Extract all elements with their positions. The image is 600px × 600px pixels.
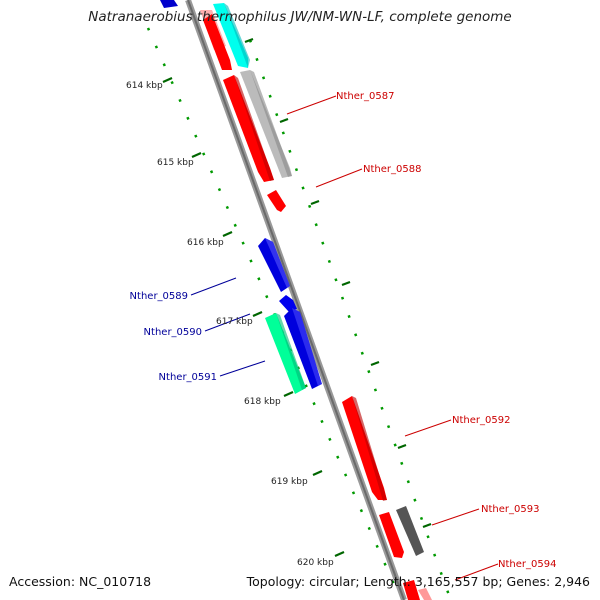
tick-label: 618 kbp — [244, 397, 281, 407]
cds-nther-0590 — [279, 295, 297, 312]
map-title: Natranaerobius thermophilus JW/NM-WN-LF,… — [88, 9, 512, 25]
cds-nther-0594 — [403, 580, 432, 600]
tick-label: 614 kbp — [126, 81, 163, 91]
accession-text: Accession: NC_010718 — [9, 574, 152, 589]
gene-label-nther-0589[interactable]: Nther_0589 — [130, 291, 188, 302]
tick-label: 616 kbp — [187, 238, 224, 248]
cds-nther-0587-red — [223, 75, 274, 182]
cds-nther-0589 — [258, 238, 290, 292]
gene-label-nther-0593[interactable]: Nther_0593 — [481, 504, 539, 515]
outer-dotted-track — [248, 39, 452, 599]
cds-nther-0587-gray — [240, 70, 292, 178]
gene-labels: Nther_0587 Nther_0588 Nther_0589 Nther_0… — [130, 91, 557, 570]
feature-rrna-top — [213, 3, 250, 68]
cds-nther-0593-dark — [396, 506, 424, 556]
tick-label: 620 kbp — [297, 558, 334, 568]
feature-red-top — [203, 14, 232, 70]
gene-label-nther-0592[interactable]: Nther_0592 — [452, 415, 510, 426]
genome-summary-text: Topology: circular; Length: 3,165,557 bp… — [246, 574, 590, 589]
feature-top-blue — [160, 0, 178, 8]
tick-labels: 614 kbp 615 kbp 616 kbp 617 kbp 618 kbp … — [126, 81, 334, 568]
label-leaders — [190, 95, 499, 581]
inner-dotted-track — [146, 27, 402, 599]
genome-backbone — [185, 0, 407, 600]
cds-nther-0592 — [342, 396, 387, 501]
gene-label-nther-0591[interactable]: Nther_0591 — [159, 372, 217, 383]
cds-nther-0591-green — [265, 313, 306, 394]
tick-label: 617 kbp — [216, 317, 253, 327]
gene-label-nther-0587[interactable]: Nther_0587 — [336, 91, 394, 102]
cds-nther-0593-red — [379, 512, 404, 558]
gene-label-nther-0594[interactable]: Nther_0594 — [498, 559, 556, 570]
gene-label-nther-0588[interactable]: Nther_0588 — [363, 164, 421, 175]
gene-label-nther-0590[interactable]: Nther_0590 — [144, 327, 202, 338]
cds-nther-0591-blue — [284, 308, 322, 389]
tick-marks — [162, 37, 432, 558]
tick-label: 619 kbp — [271, 477, 308, 487]
cds-nther-0588 — [267, 190, 286, 212]
tick-label: 615 kbp — [157, 158, 194, 168]
